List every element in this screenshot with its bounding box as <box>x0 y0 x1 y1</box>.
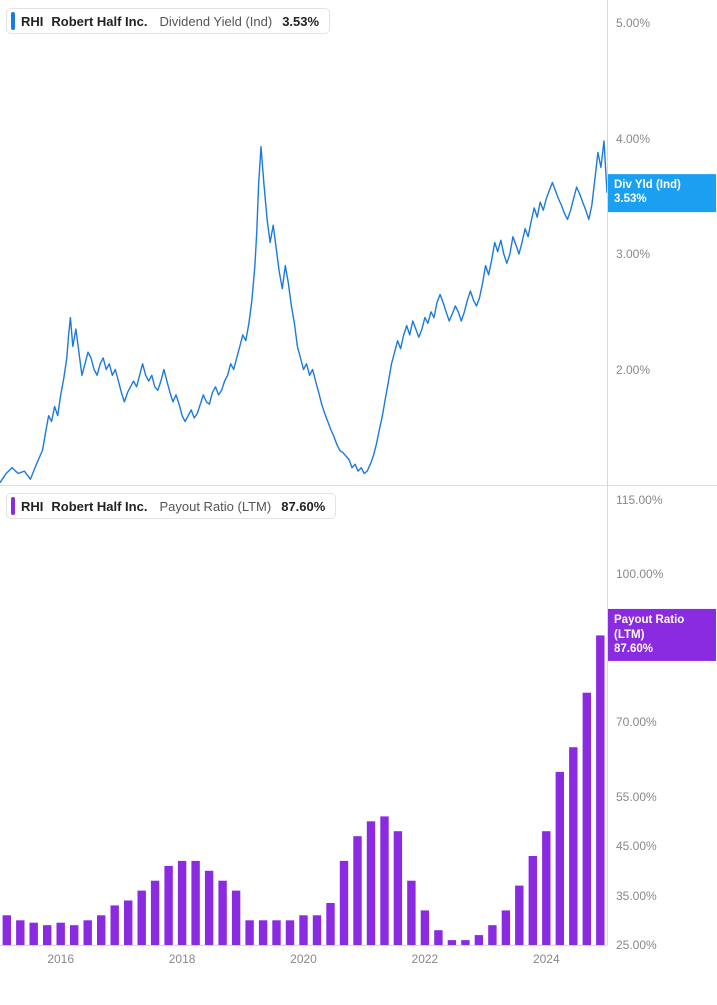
bottom-chart-header-pill[interactable]: RHI Robert Half Inc. Payout Ratio (LTM) … <box>6 493 336 519</box>
top-chart-header-pill[interactable]: RHI Robert Half Inc. Dividend Yield (Ind… <box>6 8 330 34</box>
y-tick-label: 45.00% <box>616 839 657 853</box>
dividend-yield-panel: RHI Robert Half Inc. Dividend Yield (Ind… <box>0 0 717 485</box>
bottom-series-color-tick <box>11 497 15 515</box>
payout-ratio-panel: RHI Robert Half Inc. Payout Ratio (LTM) … <box>0 485 717 975</box>
payout-ratio-bar[interactable] <box>16 920 24 945</box>
metric-name: Dividend Yield (Ind) <box>159 14 272 29</box>
metric-value: 87.60% <box>281 499 325 514</box>
payout-ratio-bar[interactable] <box>218 881 226 945</box>
payout-ratio-bar[interactable] <box>529 856 537 945</box>
flag-value: 3.53% <box>614 192 716 206</box>
y-tick-label: 2.00% <box>616 363 650 377</box>
payout-ratio-bar[interactable] <box>43 925 51 945</box>
payout-ratio-bar-chart[interactable] <box>0 485 607 945</box>
payout-ratio-bar[interactable] <box>583 693 591 945</box>
x-tick-label: 2020 <box>290 952 317 966</box>
payout-ratio-bar[interactable] <box>596 635 604 945</box>
payout-ratio-bar[interactable] <box>111 905 119 945</box>
payout-ratio-bar[interactable] <box>151 881 159 945</box>
payout-ratio-bar[interactable] <box>299 915 307 945</box>
y-tick-label: 115.00% <box>616 493 662 507</box>
payout-ratio-bar[interactable] <box>421 910 429 945</box>
payout-ratio-bar[interactable] <box>3 915 11 945</box>
x-tick-label: 2016 <box>47 952 74 966</box>
payout-ratio-bar[interactable] <box>272 920 280 945</box>
flag-value: 87.60% <box>614 642 716 656</box>
dividend-yield-line-chart[interactable] <box>0 0 607 485</box>
bottom-y-axis: Payout Ratio (LTM) 87.60% 25.00%35.00%45… <box>607 485 717 945</box>
y-tick-label: 100.00% <box>616 567 663 581</box>
payout-ratio-bar[interactable] <box>380 816 388 945</box>
x-tick-label: 2022 <box>412 952 439 966</box>
payout-ratio-bar[interactable] <box>475 935 483 945</box>
ticker-symbol: RHI <box>21 499 43 514</box>
top-series-color-tick <box>11 12 15 30</box>
company-name: Robert Half Inc. <box>51 14 147 29</box>
payout-ratio-bar[interactable] <box>542 831 550 945</box>
payout-ratio-bar[interactable] <box>353 836 361 945</box>
payout-ratio-bar[interactable] <box>569 747 577 945</box>
payout-ratio-bar[interactable] <box>367 821 375 945</box>
payout-ratio-bar[interactable] <box>340 861 348 945</box>
payout-ratio-bar[interactable] <box>205 871 213 945</box>
payout-ratio-bar[interactable] <box>502 910 510 945</box>
payout-ratio-bar[interactable] <box>488 925 496 945</box>
flag-title: Div Yld (Ind) <box>614 178 716 192</box>
ticker-symbol: RHI <box>21 14 43 29</box>
payout-ratio-bar[interactable] <box>191 861 199 945</box>
payout-ratio-bar[interactable] <box>245 920 253 945</box>
payout-ratio-bar[interactable] <box>164 866 172 945</box>
payout-ratio-bar[interactable] <box>556 772 564 945</box>
payout-ratio-bar[interactable] <box>434 930 442 945</box>
dividend-yield-series[interactable] <box>0 141 607 483</box>
payout-ratio-bar[interactable] <box>326 903 334 945</box>
payout-ratio-bar[interactable] <box>30 923 38 945</box>
y-tick-label: 55.00% <box>616 790 657 804</box>
payout-ratio-bar[interactable] <box>232 891 240 945</box>
payout-ratio-bar[interactable] <box>313 915 321 945</box>
payout-ratio-bar[interactable] <box>70 925 78 945</box>
y-tick-label: 35.00% <box>616 889 657 903</box>
x-tick-label: 2018 <box>169 952 196 966</box>
payout-ratio-bar[interactable] <box>515 886 523 945</box>
payout-ratio-bar[interactable] <box>57 923 65 945</box>
payout-ratio-bar[interactable] <box>394 831 402 945</box>
payout-ratio-bar[interactable] <box>138 891 146 945</box>
payout-ratio-bar[interactable] <box>286 920 294 945</box>
payout-ratio-bar[interactable] <box>407 881 415 945</box>
payout-ratio-bar[interactable] <box>124 901 132 946</box>
flag-title: Payout Ratio (LTM) <box>614 613 716 642</box>
top-value-flag: Div Yld (Ind) 3.53% <box>608 174 716 212</box>
y-tick-label: 70.00% <box>616 715 657 729</box>
company-name: Robert Half Inc. <box>51 499 147 514</box>
payout-ratio-bar[interactable] <box>97 915 105 945</box>
metric-name: Payout Ratio (LTM) <box>159 499 271 514</box>
top-y-axis: Div Yld (Ind) 3.53% 2.00% 3.00% 4.00% 5.00% <box>607 0 717 485</box>
shared-x-axis: 2016 2018 2020 2022 2024 <box>0 945 607 975</box>
y-tick-label: 25.00% <box>616 938 657 952</box>
bottom-value-flag: Payout Ratio (LTM) 87.60% <box>608 609 716 661</box>
metric-value: 3.53% <box>282 14 319 29</box>
payout-ratio-bar[interactable] <box>84 920 92 945</box>
y-tick-label: 3.00% <box>616 247 650 261</box>
y-tick-label: 5.00% <box>616 16 650 30</box>
x-tick-label: 2024 <box>533 952 560 966</box>
payout-ratio-bar[interactable] <box>259 920 267 945</box>
y-tick-label: 4.00% <box>616 132 650 146</box>
payout-ratio-bar[interactable] <box>178 861 186 945</box>
